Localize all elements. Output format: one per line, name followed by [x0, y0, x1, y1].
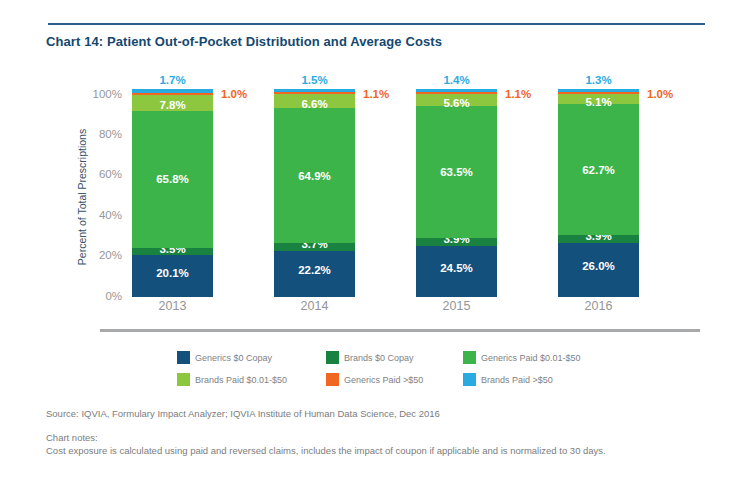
y-tick-label: 20% — [72, 249, 122, 261]
legend-swatch — [326, 373, 339, 386]
segment-value-label: 24.5% — [416, 262, 497, 275]
legend-item-brands-0-copay: Brands $0 Copay — [326, 351, 414, 364]
bar-segment-generics-paid-50 — [558, 92, 639, 94]
segment-value-label: 20.1% — [132, 267, 213, 280]
y-tick-label: 40% — [72, 209, 122, 221]
segment-value-label-above: 1.7% — [132, 74, 213, 86]
legend-label: Brands Paid >$50 — [481, 375, 553, 385]
chart-title: Chart 14: Patient Out-of-Pocket Distribu… — [46, 34, 442, 49]
bar-segment-brands-paid-50 — [558, 89, 639, 92]
top-rule — [48, 23, 705, 25]
x-axis-label: 2014 — [274, 300, 355, 313]
segment-value-label: 62.7% — [558, 164, 639, 177]
source-text: Source: IQVIA, Formulary Impact Analyzer… — [46, 408, 440, 419]
legend-label: Brands $0 Copay — [344, 353, 414, 363]
legend-label: Brands Paid $0.01-$50 — [195, 375, 287, 385]
segment-value-label: 7.8% — [132, 99, 213, 112]
legend-separator — [100, 329, 700, 332]
segment-value-label-right: 1.1% — [505, 88, 531, 101]
y-axis-title: Percent of Total Prescriptions — [76, 67, 92, 327]
legend-label: Generics $0 Copay — [195, 353, 272, 363]
bar-segment-brands-paid-50 — [132, 89, 213, 93]
y-tick-label: 60% — [72, 168, 122, 180]
legend-item-generics-paid-0-01-50: Generics Paid $0.01-$50 — [463, 351, 581, 364]
legend-label: Generics Paid $0.01-$50 — [481, 353, 581, 363]
x-axis-label: 2013 — [132, 300, 213, 313]
x-axis-label: 2015 — [416, 300, 497, 313]
segment-value-label: 6.6% — [274, 98, 355, 111]
segment-value-label: 26.0% — [558, 260, 639, 273]
legend-item-brands-paid-0-01-50: Brands Paid $0.01-$50 — [177, 373, 287, 386]
segment-value-label-above: 1.5% — [274, 74, 355, 86]
segment-value-label: 22.2% — [274, 264, 355, 277]
segment-value-label: 65.8% — [132, 173, 213, 186]
segment-value-label: 64.9% — [274, 170, 355, 183]
segment-value-label: 5.1% — [558, 96, 639, 109]
chart-notes-label: Chart notes: — [46, 432, 98, 443]
segment-value-label: 5.6% — [416, 97, 497, 110]
chart-notes-text: Cost exposure is calculated using paid a… — [46, 445, 606, 456]
legend-item-brands-paid-50: Brands Paid >$50 — [463, 373, 553, 386]
legend-swatch — [463, 351, 476, 364]
segment-value-label-right: 1.1% — [363, 88, 389, 101]
legend-swatch — [177, 351, 190, 364]
x-axis-label: 2016 — [558, 300, 639, 313]
bar-segment-generics-paid-50 — [274, 92, 355, 94]
bar-segment-brands-paid-50 — [416, 89, 497, 92]
page: Chart 14: Patient Out-of-Pocket Distribu… — [0, 0, 750, 482]
legend-swatch — [326, 351, 339, 364]
legend-item-generics-0-copay: Generics $0 Copay — [177, 351, 272, 364]
segment-value-label-above: 1.3% — [558, 74, 639, 86]
segment-value-label-right: 1.0% — [647, 88, 673, 101]
segment-value-label-above: 1.4% — [416, 74, 497, 86]
y-tick-label: 100% — [72, 88, 122, 100]
bar-segment-brands-paid-50 — [274, 89, 355, 92]
legend-swatch — [177, 373, 190, 386]
y-tick-label: 80% — [72, 128, 122, 140]
bar-segment-generics-paid-50 — [132, 93, 213, 95]
legend-label: Generics Paid >$50 — [344, 375, 423, 385]
segment-value-label: 63.5% — [416, 166, 497, 179]
legend-item-generics-paid-50: Generics Paid >$50 — [326, 373, 423, 386]
segment-value-label-right: 1.0% — [221, 88, 247, 101]
bar-segment-generics-paid-50 — [416, 92, 497, 94]
legend-swatch — [463, 373, 476, 386]
y-tick-label: 0% — [72, 290, 122, 302]
